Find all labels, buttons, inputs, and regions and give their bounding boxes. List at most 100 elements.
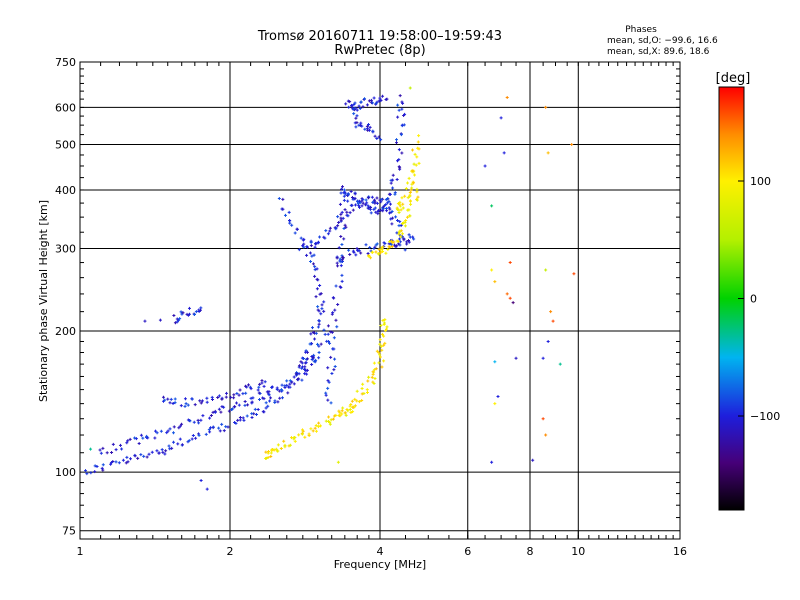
data-point — [367, 123, 371, 127]
data-point — [511, 301, 515, 305]
data-point — [367, 99, 371, 103]
data-point — [199, 401, 203, 405]
data-point — [403, 112, 407, 116]
data-point — [372, 96, 376, 100]
data-point — [317, 344, 321, 348]
data-point — [125, 455, 129, 459]
x-tick-label: 2 — [227, 545, 234, 558]
data-point — [331, 347, 335, 351]
data-point — [395, 159, 399, 163]
data-point — [406, 196, 410, 200]
data-point — [365, 388, 369, 392]
data-point — [373, 201, 377, 205]
data-point — [297, 248, 301, 252]
data-point — [408, 190, 412, 194]
data-point — [164, 449, 168, 453]
data-point — [178, 317, 182, 321]
data-point — [237, 393, 241, 397]
data-point — [357, 104, 361, 108]
data-point — [366, 379, 370, 383]
data-point — [317, 356, 321, 360]
data-point — [188, 418, 192, 422]
data-point — [318, 235, 322, 239]
data-point — [347, 105, 351, 109]
data-point — [323, 236, 327, 240]
plot-grid — [79, 61, 681, 540]
data-point — [297, 433, 301, 437]
data-point — [293, 231, 297, 235]
data-point — [349, 403, 353, 407]
data-point — [269, 455, 273, 459]
data-point — [349, 189, 353, 193]
data-point — [187, 306, 191, 310]
data-point — [505, 292, 509, 296]
y-tick-label: 100 — [55, 466, 76, 479]
data-point — [390, 209, 394, 213]
data-point — [337, 220, 341, 224]
data-point — [340, 254, 344, 258]
data-point — [110, 450, 114, 454]
data-point — [365, 201, 369, 205]
chart-subtitle: RwPretec (8p) — [334, 43, 425, 58]
data-point — [354, 203, 358, 207]
data-point — [209, 426, 213, 430]
data-point — [247, 383, 251, 387]
data-point — [316, 308, 320, 312]
data-point — [546, 339, 550, 343]
data-point — [403, 248, 407, 252]
data-point — [180, 422, 184, 426]
data-point — [333, 308, 337, 312]
data-point — [313, 265, 317, 269]
chart-title: Tromsø 20160711 19:58:00–19:59:43 — [257, 29, 502, 44]
stats-heading: Phases — [625, 25, 657, 35]
data-point — [369, 206, 373, 210]
data-point — [310, 326, 314, 330]
data-point — [558, 362, 562, 366]
data-point — [340, 258, 344, 262]
data-point — [95, 464, 99, 468]
data-point — [217, 426, 221, 430]
data-point — [288, 443, 292, 447]
data-point — [570, 143, 574, 147]
data-point — [344, 192, 348, 196]
data-point — [109, 462, 113, 466]
data-point — [355, 399, 359, 403]
data-point — [145, 434, 149, 438]
data-point — [244, 384, 248, 388]
data-point — [329, 418, 333, 422]
colorbar-label: [deg] — [716, 71, 751, 86]
data-point — [380, 365, 384, 369]
data-point — [101, 446, 105, 450]
data-point — [358, 201, 362, 205]
data-point — [407, 176, 411, 180]
data-point — [332, 414, 336, 418]
data-point — [311, 356, 315, 360]
data-point — [158, 318, 162, 322]
data-point — [326, 324, 330, 328]
data-point — [121, 458, 125, 462]
data-point — [220, 422, 224, 426]
data-point — [320, 307, 324, 311]
data-point — [412, 237, 416, 241]
data-point — [178, 437, 182, 441]
data-point — [389, 242, 393, 246]
data-point — [383, 341, 387, 345]
data-point — [161, 450, 165, 454]
x-tick-label: 1 — [77, 545, 84, 558]
data-point — [322, 309, 326, 313]
data-point — [109, 461, 113, 465]
data-point — [396, 219, 400, 223]
data-point — [367, 196, 371, 200]
data-point — [187, 439, 191, 443]
data-point — [375, 196, 379, 200]
data-point — [328, 341, 332, 345]
data-point — [186, 403, 190, 407]
data-point — [309, 332, 313, 336]
data-point — [402, 238, 406, 242]
data-point — [381, 209, 385, 213]
data-point — [173, 401, 177, 405]
data-point — [172, 425, 176, 429]
data-point — [400, 151, 404, 155]
data-point — [369, 211, 373, 215]
data-point — [417, 161, 421, 165]
